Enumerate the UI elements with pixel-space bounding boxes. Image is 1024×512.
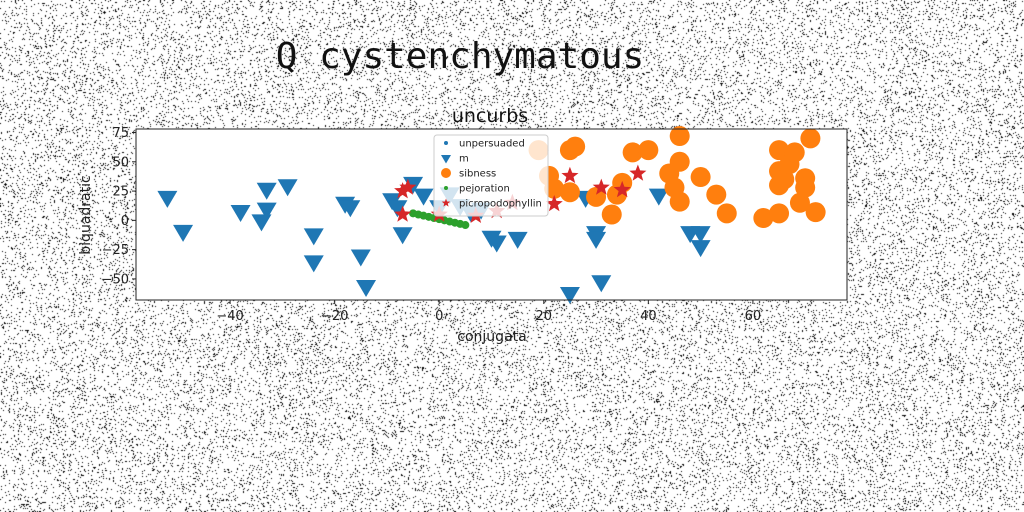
data-point-picropodophyllin	[545, 195, 563, 212]
legend-box	[433, 134, 549, 217]
data-point-m	[256, 182, 277, 200]
data-point-sibness	[706, 184, 727, 205]
legend: unpersuaded m sibness pejoration picropodoph…	[433, 134, 549, 217]
chart-marks	[157, 126, 826, 304]
data-point-m	[356, 279, 377, 297]
legend-label: unpersuaded	[459, 139, 525, 150]
data-point-m	[173, 224, 194, 242]
data-point-picropodophyllin	[561, 166, 579, 184]
y-tick-label: −25	[102, 243, 129, 258]
data-point-sibness	[716, 203, 737, 224]
data-point-sibness	[800, 128, 821, 149]
data-point-m	[350, 249, 371, 267]
legend-marker-picropodophyllin	[441, 198, 451, 207]
data-point-m	[256, 202, 277, 220]
data-point-sibness	[805, 202, 826, 223]
data-point-m	[690, 240, 711, 258]
data-point-sibness	[753, 208, 774, 229]
x-tick-label: 40	[640, 309, 657, 324]
data-point-picropodophyllin	[592, 178, 610, 195]
data-point-pejoration	[461, 221, 470, 230]
data-point-picropodophyllin	[629, 164, 647, 181]
y-tick-label: 25	[112, 185, 129, 200]
data-point-m	[392, 227, 413, 245]
data-point-sibness	[638, 140, 659, 161]
x-tick-label: −20	[321, 309, 348, 324]
data-point-m	[486, 235, 507, 253]
data-point-m	[340, 200, 361, 218]
legend-marker-pejoration	[444, 186, 448, 190]
data-point-sibness	[559, 182, 580, 203]
data-point-sibness	[769, 140, 790, 161]
legend-label: m	[459, 154, 469, 165]
data-point-m	[157, 190, 178, 208]
data-point-sibness	[601, 204, 622, 225]
y-tick-label: 0	[121, 214, 129, 229]
data-point-sibness	[690, 167, 711, 188]
data-point-picropodophyllin	[399, 178, 417, 195]
legend-label: sibness	[459, 169, 496, 180]
data-point-sibness	[669, 126, 690, 147]
data-point-sibness	[622, 142, 643, 163]
data-point-sibness	[669, 191, 690, 212]
data-point-sibness	[669, 151, 690, 172]
data-point-m	[648, 188, 669, 206]
y-tick-label: 75	[112, 126, 129, 141]
plot-frame	[135, 128, 848, 301]
chart-title: uncurbs	[452, 105, 528, 127]
legend-marker-unpersuaded	[444, 141, 448, 145]
y-axis-label: biquadratic	[78, 175, 94, 254]
data-point-sibness	[774, 169, 795, 190]
data-point-m	[413, 188, 434, 206]
data-point-m	[303, 255, 324, 273]
legend-label: pejoration	[459, 184, 510, 195]
axis-ticks: −40 −20 0 20 40 60 −50 −25 0 25 50 75	[102, 126, 762, 324]
data-point-m	[591, 275, 612, 293]
data-point-m	[690, 226, 711, 244]
data-point-m	[303, 228, 324, 246]
data-point-sibness	[586, 186, 607, 207]
data-point-sibness	[789, 192, 810, 213]
x-tick-label: 0	[435, 309, 443, 324]
figure-suptitle: Q cystenchymatous	[275, 36, 645, 77]
x-axis-label: conjugata	[457, 329, 526, 345]
legend-marker-sibness	[441, 168, 451, 178]
data-point-m	[507, 231, 528, 249]
legend-marker-m	[441, 155, 451, 164]
data-point-m	[277, 179, 298, 197]
y-tick-label: −50	[102, 272, 129, 287]
data-point-m	[230, 204, 251, 222]
data-point-sibness	[565, 136, 586, 157]
data-point-sibness	[784, 142, 805, 163]
y-tick-label: 50	[112, 155, 129, 170]
data-point-m	[251, 214, 272, 232]
data-point-m	[387, 200, 408, 218]
data-point-sibness	[795, 177, 816, 198]
data-point-sibness	[544, 178, 565, 199]
x-tick-label: −40	[216, 309, 243, 324]
data-point-picropodophyllin	[613, 180, 631, 198]
data-point-m	[586, 231, 607, 249]
data-point-sibness	[769, 203, 790, 224]
x-tick-label: 60	[745, 309, 762, 324]
data-point-m	[559, 286, 580, 304]
data-point-picropodophyllin	[394, 182, 412, 199]
x-tick-label: 20	[536, 309, 553, 324]
data-point-picropodophyllin	[394, 205, 412, 222]
legend-label: picropodophyllin	[459, 199, 542, 210]
